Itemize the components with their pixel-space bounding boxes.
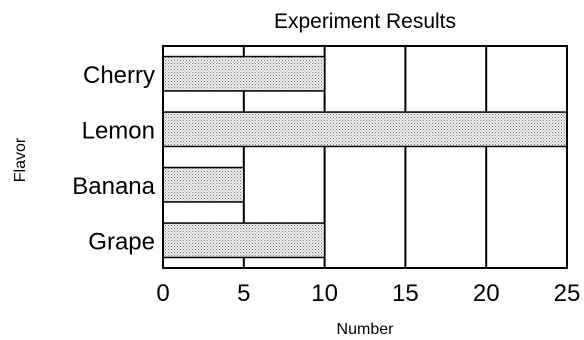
category-label-lemon: Lemon (82, 117, 155, 144)
x-tick-label-1: 5 (237, 280, 250, 307)
x-axis-label: Number (337, 321, 395, 338)
x-tick-label-0: 0 (156, 280, 169, 307)
x-tick-label-5: 25 (554, 280, 581, 307)
plot-frame (162, 45, 568, 269)
category-label-cherry: Cherry (83, 62, 155, 89)
bars (162, 55, 568, 259)
category-labels: Cherry Lemon Banana Grape (72, 62, 155, 256)
x-tick-label-2: 10 (311, 280, 338, 307)
y-axis-label: Flavor (12, 137, 29, 182)
x-tick-labels: 0 5 10 15 20 25 (156, 280, 580, 307)
bar-cherry (162, 55, 326, 92)
chart-title: Experiment Results (274, 10, 456, 33)
bar-banana (162, 166, 245, 203)
category-label-banana: Banana (72, 173, 155, 200)
bar-grape (162, 222, 326, 259)
category-label-grape: Grape (88, 228, 155, 255)
bar-lemon (162, 111, 568, 148)
x-tick-label-4: 20 (473, 280, 500, 307)
x-tick-label-3: 15 (392, 280, 419, 307)
